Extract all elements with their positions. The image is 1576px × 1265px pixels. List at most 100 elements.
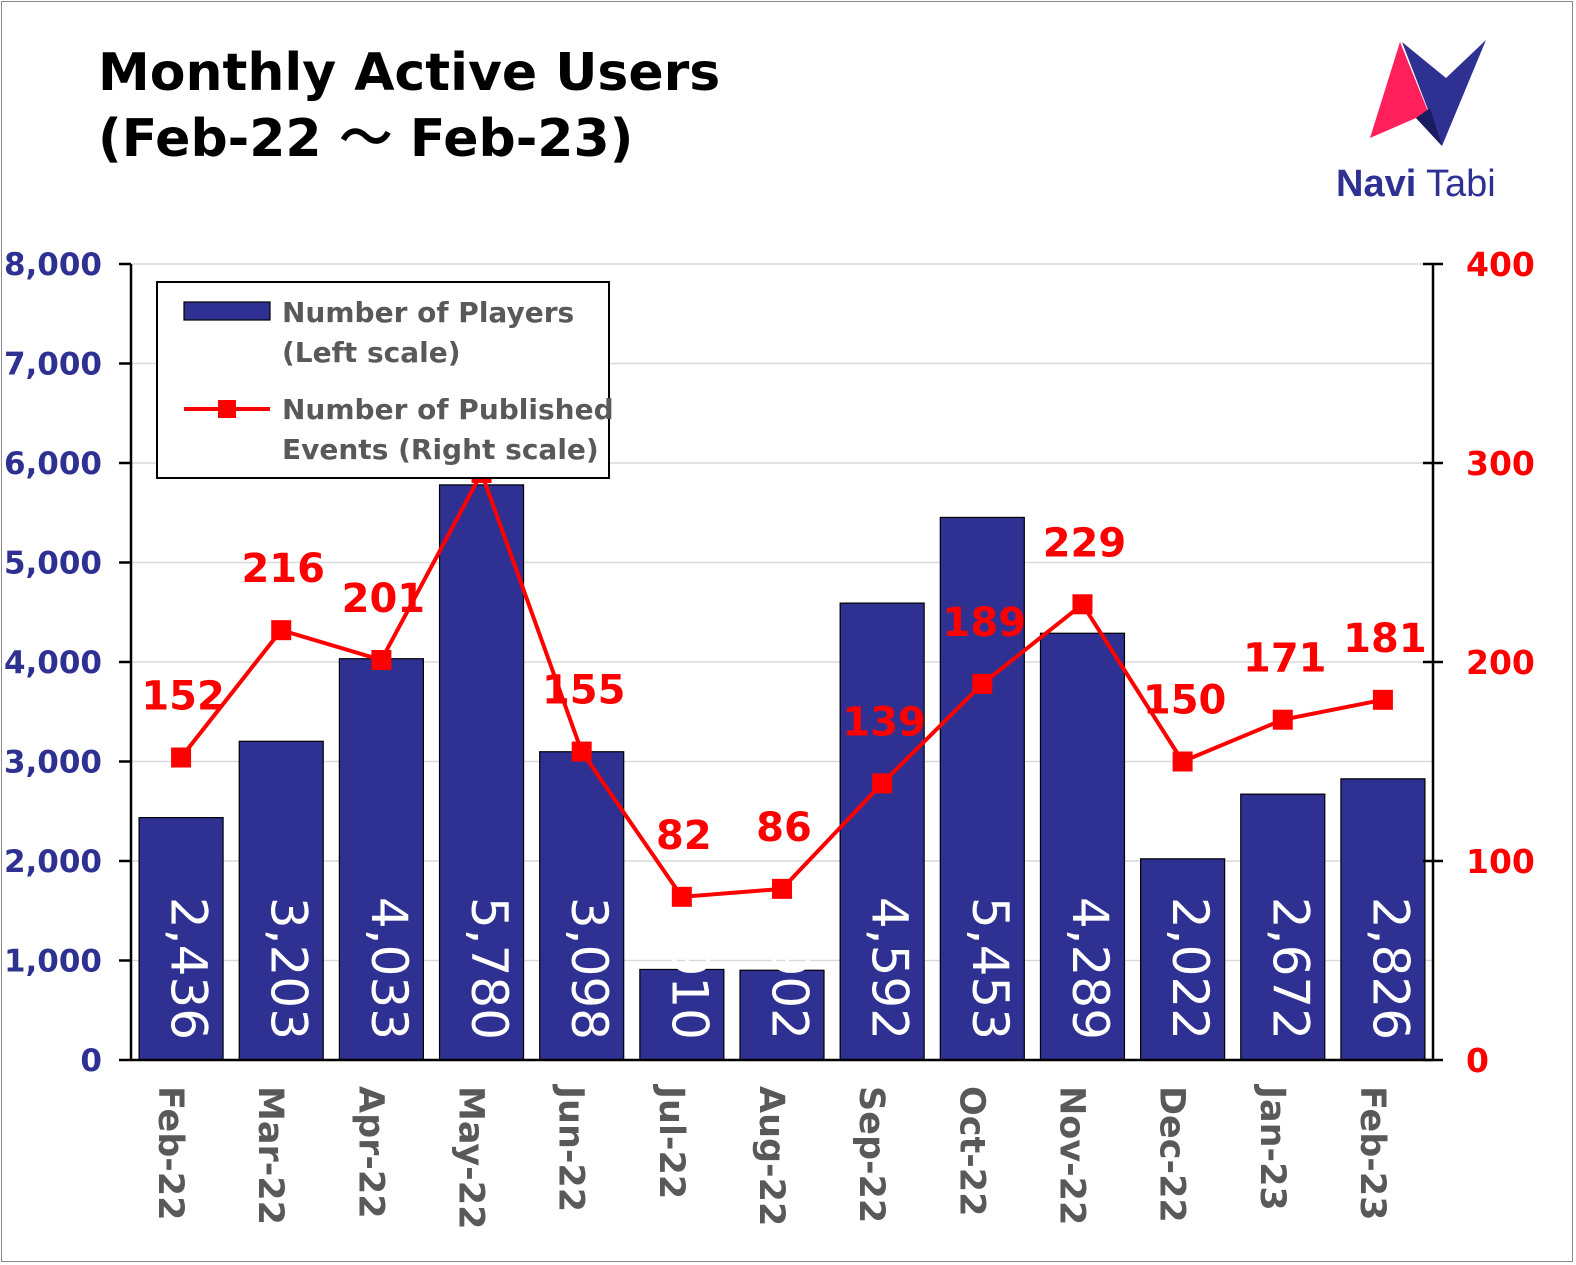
bar-nov-22	[1039, 632, 1126, 1061]
events-value-label: 155	[542, 668, 626, 714]
line-value-labels: 152 216 201 155 82 86 139 189 229 150 171 181	[141, 520, 1426, 859]
bar-series	[138, 484, 1426, 1061]
bar-value-label: 4,592	[861, 897, 919, 1040]
events-value-label: 152	[141, 674, 225, 720]
events-value-label: 150	[1143, 678, 1227, 724]
events-marker-jan-23	[1272, 709, 1293, 730]
events-marker-apr-22	[371, 650, 392, 671]
events-value-label: 181	[1343, 616, 1427, 662]
axis-tick-labels: 0 1,000 2,000 3,000 4,000 5,000 6,000 7,000 8,00…	[4, 245, 1535, 1080]
events-value-label: 139	[842, 699, 926, 745]
right-tick-label: 300	[1466, 444, 1535, 483]
bar-value-label: 902	[761, 945, 819, 1040]
events-marker-oct-22	[972, 673, 993, 694]
logo-text-tabi: Tabi	[1426, 163, 1496, 205]
bar-dec-22	[1140, 858, 1226, 1061]
bar-jul-22	[639, 968, 725, 1061]
left-tick-label: 7,000	[4, 347, 102, 383]
axes	[119, 262, 1443, 1062]
bar-jan-23	[1240, 793, 1326, 1061]
bar-value-label: 3,203	[260, 897, 318, 1040]
right-tick-label: 200	[1466, 643, 1535, 682]
events-marker-dec-22	[1172, 751, 1193, 772]
category-label-feb-23: Feb-23	[1352, 1086, 1392, 1221]
category-label-jan-23: Jan-23	[1252, 1084, 1292, 1211]
legend-marker-events	[218, 400, 236, 418]
events-value-label: 171	[1243, 636, 1327, 682]
chart-title-line-1: Monthly Active Users	[98, 43, 721, 103]
bar-aug-22	[739, 969, 825, 1061]
events-marker-sep-22	[872, 773, 893, 794]
right-tick-label: 400	[1466, 245, 1535, 284]
events-marker-feb-23	[1372, 689, 1393, 710]
category-label-apr-22: Apr-22	[350, 1086, 390, 1219]
bar-value-label: 2,436	[160, 897, 218, 1040]
bar-may-22	[438, 484, 525, 1061]
legend-label-events: Number of Published	[282, 393, 614, 426]
events-value-label: 82	[656, 813, 712, 859]
category-label-jul-22: Jul-22	[651, 1084, 691, 1199]
events-value-label: 216	[241, 546, 325, 592]
bar-value-label: 3,098	[560, 897, 618, 1040]
bar-apr-22	[338, 658, 424, 1061]
category-label-nov-22: Nov-22	[1051, 1086, 1091, 1225]
bar-value-label: 2,826	[1361, 897, 1419, 1040]
bar-sep-22	[839, 602, 925, 1061]
logo-navy-shape	[1402, 40, 1486, 146]
bar-value-label: 2,672	[1261, 897, 1319, 1040]
navitabi-logo: Navi Tabi	[1336, 40, 1496, 205]
bar-feb-23	[1340, 778, 1426, 1061]
events-marker-jun-22	[571, 741, 592, 762]
category-label-mar-22: Mar-22	[250, 1086, 290, 1225]
legend-label-events: Events (Right scale)	[282, 433, 599, 466]
category-label-jun-22: Jun-22	[551, 1084, 591, 1212]
bar-feb-22	[138, 817, 224, 1061]
legend: Number of Players (Left scale) Number of P…	[156, 281, 614, 479]
logo-text-navi: Navi	[1336, 163, 1416, 205]
events-marker-mar-22	[271, 620, 292, 641]
events-marker-jul-22	[671, 886, 692, 907]
left-tick-label: 5,000	[4, 546, 102, 582]
bar-value-labels: 2,436 3,203 4,033 5,780 3,098 910 902 4,592 5,45…	[160, 897, 1420, 1040]
category-label-feb-22: Feb-22	[150, 1086, 190, 1221]
left-tick-label: 2,000	[4, 844, 102, 880]
events-value-label: 86	[756, 805, 812, 851]
events-marker-feb-22	[171, 747, 192, 768]
bar-value-label: 910	[660, 945, 718, 1040]
category-label-dec-22: Dec-22	[1152, 1086, 1192, 1223]
events-marker-aug-22	[772, 878, 792, 899]
left-tick-label: 8,000	[4, 247, 102, 283]
bar-jun-22	[539, 751, 625, 1061]
category-label-aug-22: Aug-22	[751, 1086, 791, 1226]
left-tick-label: 3,000	[4, 745, 102, 781]
bar-value-label: 4,033	[360, 897, 418, 1040]
category-labels: Feb-22 Mar-22 Apr-22 May-22 Jun-22 Jul-22 Aug-…	[150, 1084, 1392, 1229]
bar-oct-22	[939, 516, 1025, 1061]
chart-title-line-2: (Feb-22 ～ Feb-23)	[98, 109, 634, 169]
logo-dark-shape	[1416, 108, 1442, 146]
bar-value-label: 5,780	[460, 897, 518, 1040]
bar-value-label: 2,022	[1161, 897, 1219, 1040]
category-label-sep-22: Sep-22	[851, 1086, 891, 1223]
left-tick-label: 6,000	[4, 446, 102, 482]
bar-mar-22	[238, 740, 324, 1061]
events-value-label: 201	[342, 576, 426, 622]
events-value-label: 229	[1043, 520, 1127, 566]
left-tick-label: 0	[80, 1043, 102, 1079]
right-tick-label: 0	[1466, 1041, 1489, 1080]
legend-swatch-players	[183, 301, 271, 321]
chart-title: Monthly Active Users (Feb-22 ～ Feb-23)	[98, 40, 720, 172]
bar-value-label: 5,453	[961, 897, 1019, 1040]
left-tick-label: 4,000	[4, 645, 102, 681]
bar-value-label: 4,289	[1061, 897, 1119, 1040]
events-marker-nov-22	[1072, 594, 1093, 615]
events-value-label: 189	[943, 600, 1027, 646]
right-tick-label: 100	[1466, 842, 1535, 881]
legend-label-players: (Left scale)	[282, 336, 461, 369]
left-tick-label: 1,000	[4, 944, 102, 980]
category-label-oct-22: Oct-22	[951, 1086, 991, 1216]
category-label-may-22: May-22	[451, 1086, 491, 1229]
legend-label-players: Number of Players	[282, 296, 574, 329]
